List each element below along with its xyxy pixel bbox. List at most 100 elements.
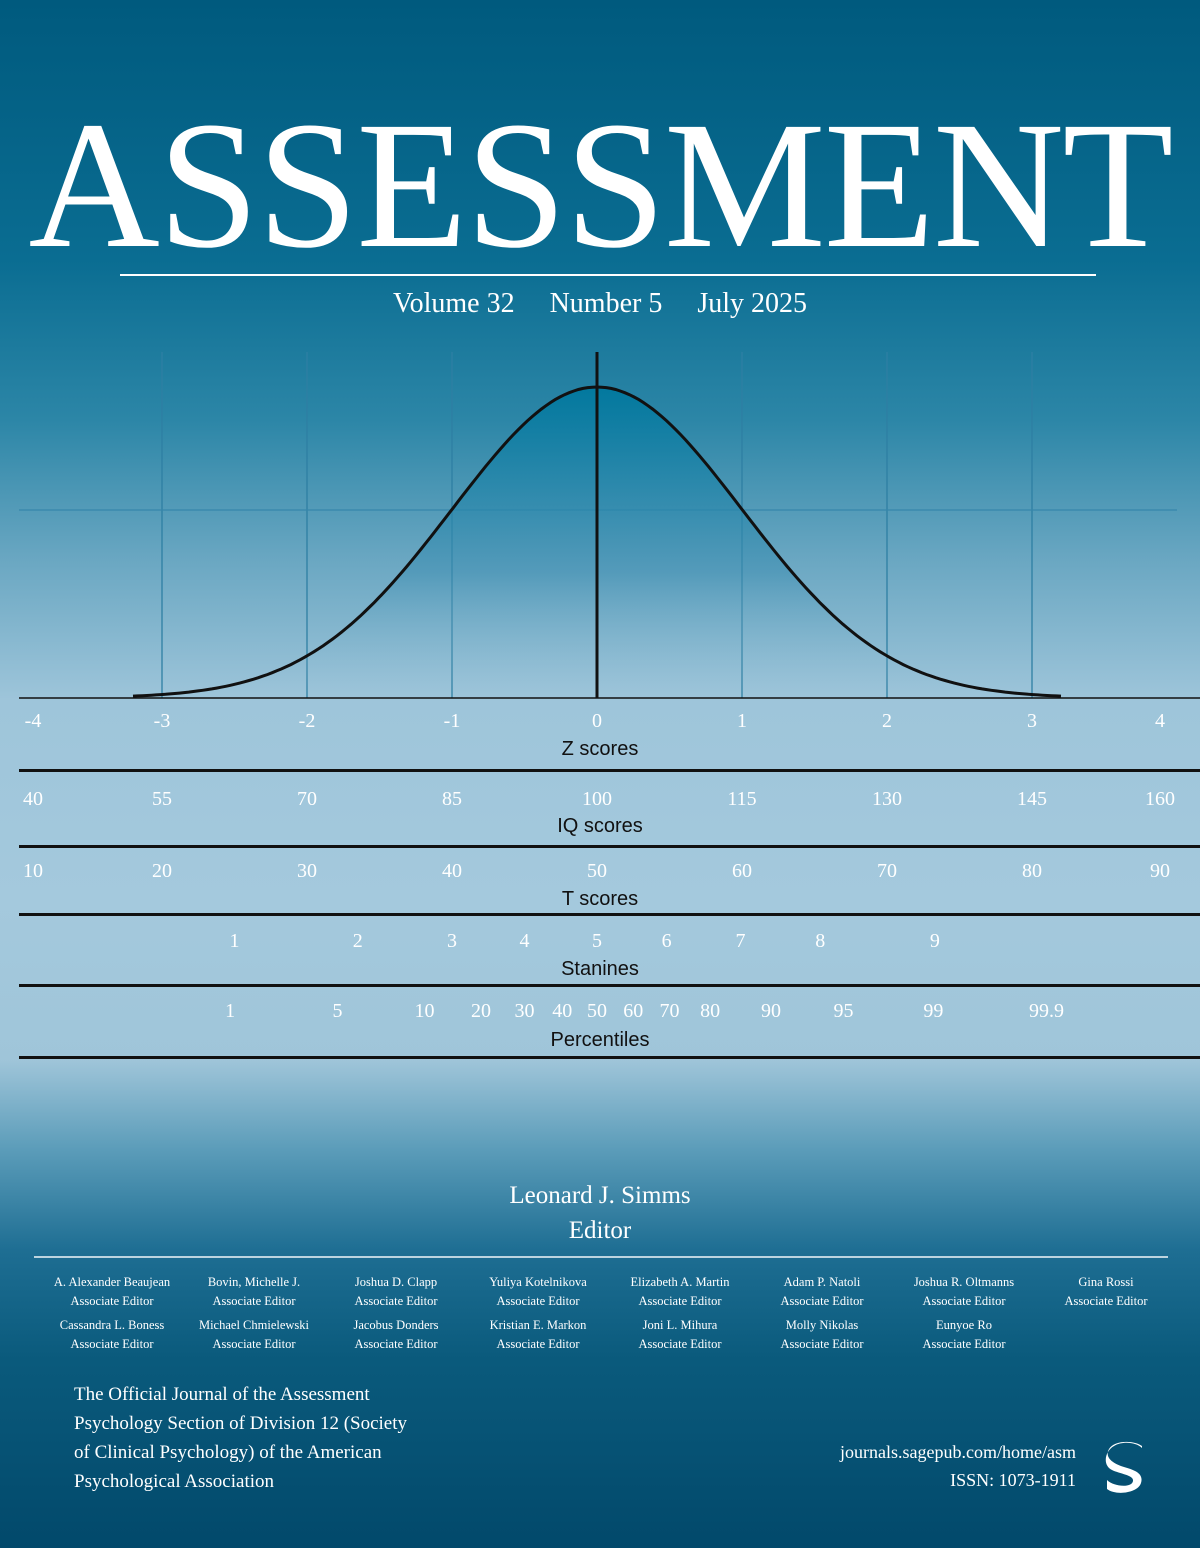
associate-editor: Eunyoe Ro Associate Editor: [889, 1316, 1039, 1354]
scale-tick-label: 4: [1155, 710, 1165, 732]
associate-editor: Gina Rossi Associate Editor: [1031, 1273, 1181, 1311]
scale-divider: [19, 845, 1200, 848]
issn-label: ISSN: 1073-1911: [950, 1470, 1076, 1490]
associate-editor-role: Associate Editor: [780, 1294, 864, 1308]
scale-tick-label: 90: [761, 1000, 781, 1022]
associate-editor-name: Joni L. Mihura: [642, 1318, 718, 1332]
scale-tick-label: -4: [24, 710, 42, 732]
associate-editor-name: Molly Nikolas: [785, 1318, 859, 1332]
scale-divider: [19, 913, 1200, 916]
scale-tick-label: 2: [882, 710, 892, 732]
official-line: of Clinical Psychology) of the American: [74, 1442, 382, 1463]
associate-editor-name: Cassandra L. Boness: [59, 1318, 165, 1332]
scale-tick-label: 10: [414, 1000, 435, 1022]
scale-tick-label: 115: [727, 788, 757, 810]
associate-editor-role: Associate Editor: [354, 1294, 438, 1308]
official-statement: The Official Journal of the Assessment P…: [74, 1380, 414, 1496]
scale-tick-label: 7: [735, 930, 746, 952]
scale-tick-label: 20: [152, 860, 172, 882]
scale-tick-label: 99: [923, 1000, 944, 1022]
scale-title: Percentiles: [550, 1029, 650, 1051]
associate-editor: Cassandra L. Boness Associate Editor: [37, 1316, 187, 1354]
sage-s-logo-icon: [1105, 1441, 1142, 1493]
title-rule: [120, 274, 1096, 276]
scale-tick-label: 1: [225, 1000, 236, 1022]
associate-editor-role: Associate Editor: [922, 1337, 1006, 1351]
scale-divider: [19, 984, 1200, 987]
volume-label: Volume 32: [392, 288, 515, 319]
scale-tick-label: 5: [332, 1000, 343, 1022]
scale-tick-label: 3: [1027, 710, 1037, 732]
scale-divider: [19, 1056, 1200, 1059]
scale-divider: [19, 769, 1200, 772]
scale-tick-label: -3: [153, 710, 171, 732]
scale-tick-label: 40: [442, 860, 462, 882]
scale-tick-label: 9: [929, 930, 940, 952]
number-label: Number 5: [549, 288, 663, 319]
scale-tick-label: 145: [1017, 788, 1047, 810]
scale-tick-label: 160: [1145, 788, 1175, 810]
associate-editor-role: Associate Editor: [212, 1294, 296, 1308]
associate-editor: Yuliya Kotelnikova Associate Editor: [463, 1273, 613, 1311]
scale-tick-label: 10: [23, 860, 43, 882]
associate-editor-role: Associate Editor: [638, 1337, 722, 1351]
scale-tick-label: 55: [152, 788, 172, 810]
scale-tick-label: 85: [442, 788, 462, 810]
associate-editor-role: Associate Editor: [1064, 1294, 1148, 1308]
associate-editor: Bovin, Michelle J. Associate Editor: [179, 1273, 329, 1311]
editor-name: Leonard J. Simms: [509, 1182, 691, 1209]
associate-editor-name: Joshua D. Clapp: [354, 1275, 438, 1289]
associate-editor: Kristian E. Markon Associate Editor: [463, 1316, 613, 1354]
scale-tick-label: 1: [737, 710, 747, 732]
official-line: Psychology Section of Division 12 (Socie…: [74, 1413, 408, 1434]
associate-editor: Adam P. Natoli Associate Editor: [747, 1273, 897, 1311]
associate-editor-role: Associate Editor: [212, 1337, 296, 1351]
scale-title: IQ scores: [557, 815, 643, 837]
associate-editor: Jacobus Donders Associate Editor: [321, 1316, 471, 1354]
scale-tick-label: 6: [661, 930, 672, 952]
scale-tick-label: 130: [872, 788, 902, 810]
associate-editor: Joni L. Mihura Associate Editor: [605, 1316, 755, 1354]
associate-editor-name: Joshua R. Oltmanns: [913, 1275, 1015, 1289]
associate-editor-name: Eunyoe Ro: [936, 1318, 992, 1332]
scale-tick-label: 0: [592, 710, 602, 732]
scale-title: T scores: [561, 888, 639, 910]
scale-tick-label: 1: [229, 930, 240, 952]
date-label: July 2025: [697, 288, 808, 319]
scale-tick-label: 5: [592, 930, 602, 952]
normal-curve-chart: [19, 352, 1200, 699]
official-line: The Official Journal of the Assessment: [74, 1384, 370, 1405]
associate-editor-role: Associate Editor: [780, 1337, 864, 1351]
scale-tick-label: 8: [815, 930, 826, 952]
official-line: Psychological Association: [74, 1471, 275, 1492]
associate-editor-role: Associate Editor: [922, 1294, 1006, 1308]
scale-tick-label: 70: [297, 788, 317, 810]
associate-editor-name: Yuliya Kotelnikova: [489, 1275, 587, 1289]
associate-editor: Joshua D. Clapp Associate Editor: [321, 1273, 471, 1311]
editor-rule: [34, 1256, 1168, 1258]
scale-tick-label: 95: [833, 1000, 854, 1022]
journal-url[interactable]: journals.sagepub.com/home/asm: [840, 1442, 1076, 1462]
scale-tick-label: 40: [23, 788, 43, 810]
journal-title: ASSESSMENT: [28, 85, 1173, 286]
scale-tick-label: 40: [552, 1000, 573, 1022]
scale-tick-label: 100: [582, 788, 612, 810]
scale-tick-label: 50: [587, 860, 607, 882]
publisher-info: journals.sagepub.com/home/asm ISSN: 1073…: [840, 1438, 1076, 1494]
scale-tick-label: 60: [732, 860, 752, 882]
issue-info: Volume 32 Number 5 July 2025: [0, 288, 1200, 320]
scale-tick-label: 80: [700, 1000, 721, 1022]
scale-tick-label: 60: [623, 1000, 644, 1022]
associate-editor-role: Associate Editor: [70, 1337, 154, 1351]
associate-editor-name: Jacobus Donders: [353, 1318, 439, 1332]
associate-editor-name: Adam P. Natoli: [783, 1275, 861, 1289]
scale-tick-label: -1: [443, 710, 461, 732]
scale-tick-label: 99.9: [1029, 1000, 1064, 1022]
scale-tick-label: 30: [297, 860, 317, 882]
scale-tick-label: 90: [1150, 860, 1170, 882]
associate-editor-role: Associate Editor: [354, 1337, 438, 1351]
scale-title: Stanines: [561, 958, 639, 980]
scale-tick-label: 80: [1022, 860, 1042, 882]
editor-role: Editor: [568, 1217, 632, 1244]
